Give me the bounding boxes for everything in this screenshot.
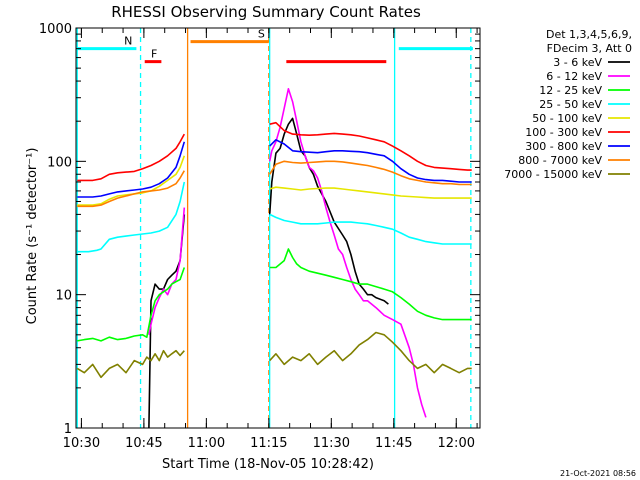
footer-timestamp: 21-Oct-2021 08:56	[560, 469, 636, 478]
x-tick-label-6: 12:00	[438, 436, 475, 451]
series-line-2-0	[77, 267, 186, 342]
series-line-0-0	[148, 214, 186, 429]
y-tick-label-3: 1000	[39, 22, 72, 37]
series-line-5-1	[269, 121, 472, 171]
series-line-4-1	[269, 186, 472, 199]
legend-label-8: 7000 - 15000 keV	[504, 168, 602, 181]
series-line-7-0	[77, 170, 185, 208]
y-tick-label-0: 1	[64, 422, 72, 437]
legend-label-2: 12 - 25 keV	[539, 84, 602, 97]
annotation-bars: N F S	[77, 28, 473, 64]
chart-title: RHESSI Observing Summary Count Rates	[111, 3, 421, 21]
annotation-label-0: N	[124, 35, 132, 48]
x-axis-label: Start Time (18-Nov-05 10:28:42)	[162, 457, 374, 472]
x-axis: 10:30 10:45 11:00 11:15 11:30 11:45 12:00	[63, 28, 478, 451]
series-line-8-1	[269, 331, 472, 374]
y-axis-label: Count Rate (s⁻¹ detector⁻¹)	[25, 148, 40, 325]
y-axis: 1 10 100 1000	[39, 22, 480, 437]
legend-header-1: FDecim 3, Att 0	[547, 42, 632, 55]
series-line-8-0	[76, 349, 185, 379]
interval-lines	[76, 28, 472, 428]
legend-header-0: Det 1,3,4,5,6,9,	[546, 28, 632, 41]
legend-label-6: 300 - 800 keV	[525, 140, 602, 153]
legend-label-3: 25 - 50 keV	[539, 98, 602, 111]
series-line-2-1	[269, 248, 472, 321]
x-tick-label-2: 11:00	[188, 436, 225, 451]
series-line-1-0	[148, 207, 186, 335]
x-tick-label-5: 11:45	[375, 436, 412, 451]
series-line-6-0	[77, 141, 186, 198]
legend-label-4: 50 - 100 keV	[532, 112, 602, 125]
series-group	[76, 88, 472, 429]
x-tick-label-3: 11:15	[250, 436, 287, 451]
series-line-6-1	[269, 139, 472, 183]
series-line-7-1	[269, 160, 472, 186]
x-tick-label-1: 10:45	[125, 436, 162, 451]
x-tick-label-4: 11:30	[313, 436, 350, 451]
legend: Det 1,3,4,5,6,9,FDecim 3, Att 03 - 6 keV…	[504, 28, 632, 181]
series-line-1-1	[268, 88, 427, 418]
legend-label-0: 3 - 6 keV	[553, 56, 602, 69]
y-tick-label-2: 100	[47, 155, 72, 170]
x-tick-label-0: 10:30	[63, 436, 100, 451]
series-line-5-0	[77, 133, 186, 182]
legend-label-7: 800 - 7000 keV	[518, 154, 602, 167]
plot-frame	[75, 27, 481, 429]
series-line-3-1	[269, 213, 472, 245]
legend-label-5: 100 - 300 keV	[525, 126, 602, 139]
series-line-3-0	[77, 181, 186, 253]
annotation-label-2: S	[258, 28, 265, 41]
y-tick-label-1: 10	[55, 289, 72, 304]
legend-label-1: 6 - 12 keV	[546, 70, 602, 83]
annotation-label-1: F	[151, 48, 157, 61]
